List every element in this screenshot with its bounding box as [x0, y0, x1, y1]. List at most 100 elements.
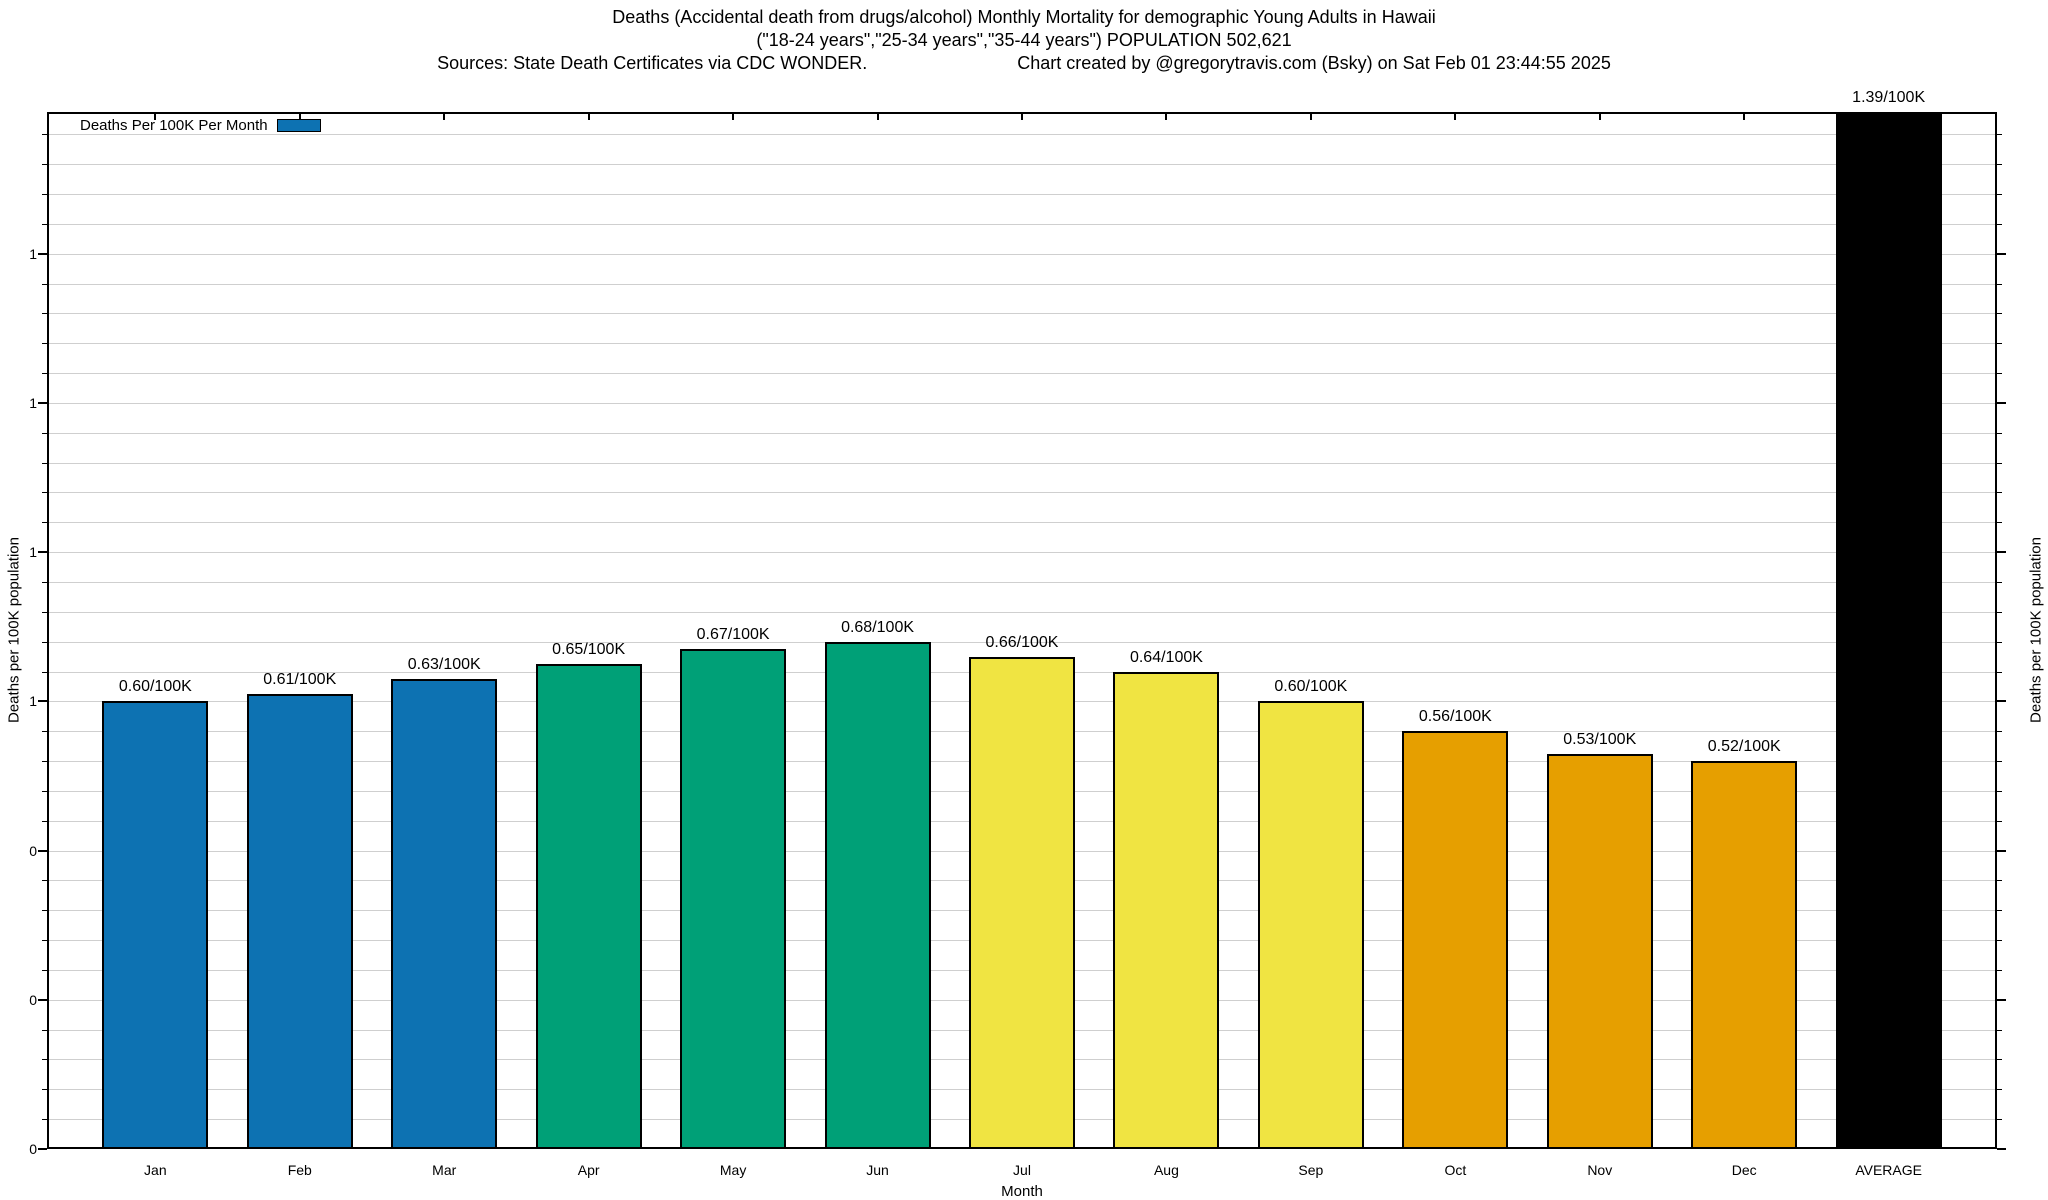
y-tick-label: 1 [29, 544, 37, 561]
x-category-label: Oct [1444, 1162, 1467, 1178]
y-minor-tick-right [1997, 969, 2002, 971]
x-category-label: Jun [866, 1162, 889, 1178]
y-minor-tick-right [1997, 432, 2002, 434]
y-minor-tick-right [1997, 910, 2002, 912]
y-minor-tick-left [42, 1029, 47, 1031]
bar-nov [1546, 753, 1653, 1149]
bar-may [680, 649, 787, 1149]
y-minor-tick-right [1997, 492, 2002, 494]
y-minor-tick-left [42, 522, 47, 524]
chart-subtitle: ("18-24 years","25-34 years","35-44 year… [756, 30, 1292, 50]
y-minor-tick-right [1997, 164, 2002, 166]
x-category-label: Sep [1298, 1162, 1324, 1178]
y-minor-tick-left [42, 910, 47, 912]
x-category-label: Nov [1587, 1162, 1613, 1178]
y-minor-tick-right [1997, 611, 2002, 613]
y-minor-tick-left [42, 432, 47, 434]
x-tick-top [1309, 112, 1312, 120]
y-tick-label: 1 [29, 394, 37, 411]
y-tick-label: 1 [29, 693, 37, 710]
y-minor-tick-left [42, 492, 47, 494]
minor-gridline [47, 582, 1997, 583]
y-tick-label: 0 [29, 842, 37, 859]
x-tick-top [587, 112, 590, 120]
bar-value-label: 0.65/100K [552, 641, 626, 659]
y-minor-tick-left [42, 134, 47, 136]
y-major-tick-right [1997, 401, 2006, 404]
y-minor-tick-right [1997, 522, 2002, 524]
x-category-label: AVERAGE [1855, 1162, 1922, 1178]
bar-value-label: 0.60/100K [1274, 678, 1348, 696]
y-minor-tick-right [1997, 731, 2002, 733]
y-minor-tick-right [1997, 940, 2002, 942]
minor-gridline [47, 373, 1997, 375]
bar-jan [102, 701, 209, 1149]
y-major-tick-right [1997, 551, 2006, 554]
legend: Deaths Per 100K Per Month [80, 117, 321, 134]
title-block: Deaths (Accidental death from drugs/alco… [0, 6, 2048, 75]
y-minor-tick-right [1997, 641, 2002, 643]
y-minor-tick-right [1997, 1029, 2002, 1031]
y-minor-tick-left [42, 194, 47, 196]
legend-label: Deaths Per 100K Per Month [80, 117, 268, 134]
source-credit-line: Sources: State Death Certificates via CD… [0, 52, 2048, 75]
y-major-tick-right [1997, 998, 2006, 1001]
y-major-tick-left [38, 849, 47, 852]
bar-value-label: 0.60/100K [118, 678, 192, 696]
bar-value-label: 0.61/100K [263, 670, 337, 688]
minor-gridline [47, 462, 1997, 464]
x-tick-top [1598, 112, 1601, 120]
y-minor-tick-left [42, 373, 47, 375]
chart-title: Deaths (Accidental death from drugs/alco… [612, 7, 1436, 27]
x-tick-top [1743, 112, 1746, 120]
y-minor-tick-left [42, 790, 47, 792]
y-minor-tick-left [42, 1089, 47, 1091]
y-axis-title-right: Deaths per 100K population [2027, 537, 2045, 723]
minor-gridline [47, 313, 1997, 315]
bar-aug [1113, 671, 1220, 1149]
minor-gridline [47, 134, 1997, 136]
x-category-label: May [719, 1162, 747, 1178]
y-minor-tick-left [42, 1059, 47, 1061]
minor-gridline [47, 402, 1997, 404]
source-note: Sources: State Death Certificates via CD… [437, 53, 868, 73]
y-minor-tick-right [1997, 373, 2002, 375]
y-minor-tick-right [1997, 761, 2002, 763]
y-minor-tick-left [42, 582, 47, 583]
y-minor-tick-left [42, 313, 47, 315]
bar-value-label: 0.67/100K [696, 626, 770, 644]
bar-value-label: 0.56/100K [1418, 708, 1492, 726]
bar-value-label: 0.66/100K [985, 633, 1059, 651]
y-major-tick-right [1997, 700, 2006, 703]
y-minor-tick-right [1997, 820, 2002, 822]
y-minor-tick-left [42, 611, 47, 613]
bar-jun [824, 641, 931, 1149]
minor-gridline [47, 522, 1997, 524]
x-tick-top [876, 112, 879, 120]
x-category-label: Dec [1731, 1162, 1757, 1178]
x-tick-top [732, 112, 735, 120]
y-minor-tick-right [1997, 1089, 2002, 1091]
y-tick-label: 0 [29, 991, 37, 1008]
y-minor-tick-left [42, 223, 47, 225]
y-minor-tick-right [1997, 134, 2002, 136]
bar-apr [535, 664, 642, 1149]
x-tick-top [1165, 112, 1168, 120]
minor-gridline [47, 611, 1997, 613]
y-minor-tick-right [1997, 313, 2002, 315]
bar-feb [246, 693, 353, 1149]
x-axis-title: Month [1001, 1183, 1043, 1200]
minor-gridline [47, 253, 1997, 255]
y-minor-tick-left [42, 731, 47, 733]
y-major-tick-left [38, 551, 47, 554]
y-major-tick-right [1997, 1148, 2006, 1150]
bar-value-label: 0.53/100K [1563, 730, 1637, 748]
x-tick-top [1454, 112, 1457, 120]
y-major-tick-right [1997, 252, 2006, 255]
bar-value-label: 0.64/100K [1129, 648, 1203, 666]
bar-sep [1257, 701, 1364, 1149]
minor-gridline [47, 194, 1997, 196]
y-minor-tick-left [42, 1119, 47, 1121]
y-minor-tick-right [1997, 1059, 2002, 1061]
